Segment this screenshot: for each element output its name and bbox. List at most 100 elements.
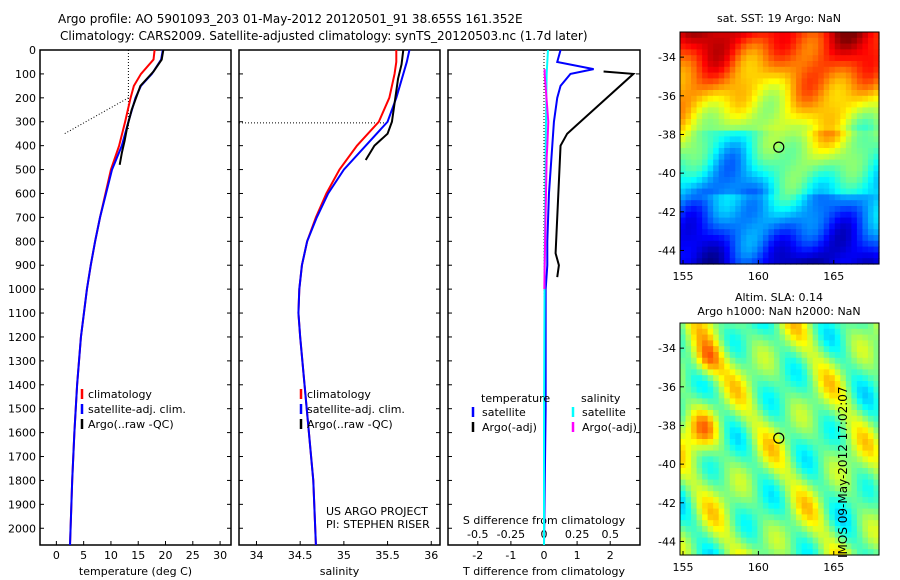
map-cell [702, 520, 709, 527]
map-cell [867, 450, 875, 457]
map-cell [840, 142, 847, 149]
map-cell [862, 375, 869, 382]
map-cell [746, 549, 753, 556]
map-cell [801, 485, 808, 492]
map-cell [696, 346, 703, 353]
map-cell [691, 200, 698, 207]
map-cell [807, 485, 814, 492]
map-cell [718, 252, 725, 259]
map-cell [724, 433, 731, 440]
map-cell [862, 182, 869, 190]
map-cell [823, 119, 830, 126]
map-y-tick-label: -36 [658, 381, 676, 394]
map-cell [740, 206, 747, 213]
map-cell [757, 66, 764, 74]
map-cell [680, 49, 687, 56]
map-cell [801, 142, 808, 149]
map-cell [845, 136, 852, 143]
map-cell [762, 235, 770, 242]
map-cell [740, 148, 747, 155]
y-tick-label: 900 [15, 259, 36, 272]
map-cell [718, 334, 725, 341]
map-cell [818, 246, 825, 253]
map-cell [740, 514, 747, 521]
map-cell [801, 200, 808, 207]
map-cell [713, 142, 720, 149]
map-cell [818, 386, 825, 394]
map-cell [818, 346, 825, 353]
map-cell [751, 381, 758, 388]
map-cell [707, 462, 714, 469]
map-cell [807, 66, 814, 74]
map-cell [762, 520, 770, 527]
map-cell [785, 398, 792, 405]
map-cell [773, 352, 781, 359]
map-cell [790, 61, 797, 68]
map-cell [867, 468, 875, 475]
map-cell [845, 549, 852, 556]
map-cell [696, 113, 703, 120]
map-cell [851, 323, 858, 330]
map-cell [718, 37, 725, 45]
map-cell [834, 433, 841, 440]
map-cell [707, 363, 714, 370]
map-cell [818, 433, 825, 440]
map-cell [845, 328, 852, 336]
map-cell [702, 200, 709, 207]
map-cell [812, 252, 819, 259]
map-cell [718, 456, 725, 463]
map-cell [796, 497, 803, 504]
map-cell [713, 258, 720, 265]
map-cell [807, 136, 814, 143]
map-cell [856, 165, 864, 172]
map-cell [713, 433, 720, 440]
map-cell [680, 468, 687, 475]
map-cell [707, 182, 714, 190]
map-cell [812, 258, 819, 265]
map-cell [867, 543, 875, 550]
map-cell [740, 357, 747, 365]
map-cell [702, 153, 709, 161]
map-cell [696, 491, 703, 498]
map-cell [867, 177, 875, 184]
map-cell [757, 497, 764, 504]
map-cell [873, 520, 880, 527]
map-cell [779, 223, 786, 230]
map-cell [691, 450, 698, 457]
map-cell [735, 235, 742, 242]
map-cell [702, 130, 709, 137]
map-cell [873, 246, 880, 253]
map-cell [751, 211, 758, 219]
map-cell [757, 386, 764, 394]
map-cell [691, 165, 698, 172]
map-cell [768, 217, 775, 224]
map-cell [713, 188, 720, 195]
map-cell [818, 462, 825, 469]
map-cell [735, 450, 742, 457]
map-cell [840, 526, 847, 533]
map-cell [790, 421, 797, 428]
map-cell [873, 142, 880, 149]
map-cell [807, 55, 814, 62]
map-cell [823, 200, 830, 207]
map-cell [713, 450, 720, 457]
map-cell [856, 502, 864, 510]
map-cell [696, 369, 703, 376]
map-cell [834, 119, 841, 126]
map-cell [713, 84, 720, 91]
map-cell [757, 462, 764, 469]
map-cell [718, 90, 725, 97]
map-cell [696, 32, 703, 39]
map-cell [840, 217, 847, 224]
map-cell [796, 165, 803, 172]
map-cell [746, 153, 753, 161]
map-cell [762, 211, 770, 219]
map-cell [740, 37, 747, 45]
map-cell [785, 369, 792, 376]
map-cell [796, 404, 803, 411]
map-cell [729, 49, 736, 56]
map-cell [856, 72, 864, 79]
map-cell [718, 188, 725, 195]
map-cell [873, 84, 880, 91]
y-tick-label: 800 [15, 235, 36, 248]
